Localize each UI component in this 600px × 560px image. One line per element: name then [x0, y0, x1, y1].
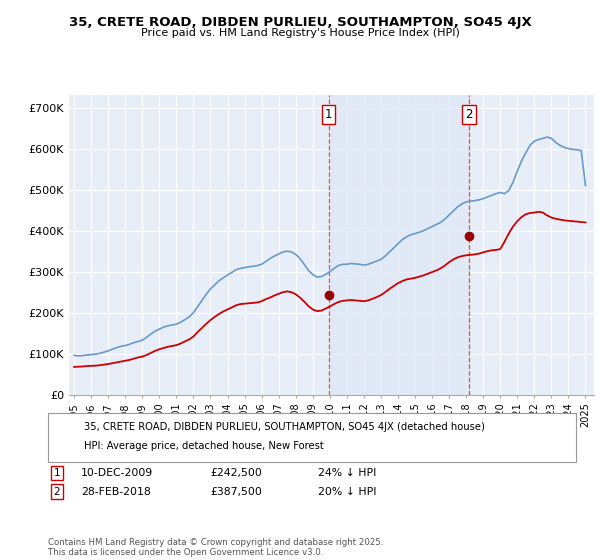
Text: 10-DEC-2009: 10-DEC-2009	[81, 468, 153, 478]
Text: 2: 2	[53, 487, 61, 497]
Text: 35, CRETE ROAD, DIBDEN PURLIEU, SOUTHAMPTON, SO45 4JX: 35, CRETE ROAD, DIBDEN PURLIEU, SOUTHAMP…	[68, 16, 532, 29]
Text: 2: 2	[466, 108, 473, 121]
Text: £242,500: £242,500	[210, 468, 262, 478]
Text: 35, CRETE ROAD, DIBDEN PURLIEU, SOUTHAMPTON, SO45 4JX (detached house): 35, CRETE ROAD, DIBDEN PURLIEU, SOUTHAMP…	[84, 422, 485, 432]
Bar	[329, 95, 469, 395]
Text: Price paid vs. HM Land Registry's House Price Index (HPI): Price paid vs. HM Land Registry's House …	[140, 28, 460, 38]
Text: 24% ↓ HPI: 24% ↓ HPI	[318, 468, 376, 478]
Text: HPI: Average price, detached house, New Forest: HPI: Average price, detached house, New …	[84, 441, 324, 451]
Text: 28-FEB-2018: 28-FEB-2018	[81, 487, 151, 497]
Text: 1: 1	[325, 108, 332, 121]
Text: £387,500: £387,500	[210, 487, 262, 497]
Text: Contains HM Land Registry data © Crown copyright and database right 2025.
This d: Contains HM Land Registry data © Crown c…	[48, 538, 383, 557]
Text: 20% ↓ HPI: 20% ↓ HPI	[318, 487, 377, 497]
Text: 1: 1	[53, 468, 61, 478]
